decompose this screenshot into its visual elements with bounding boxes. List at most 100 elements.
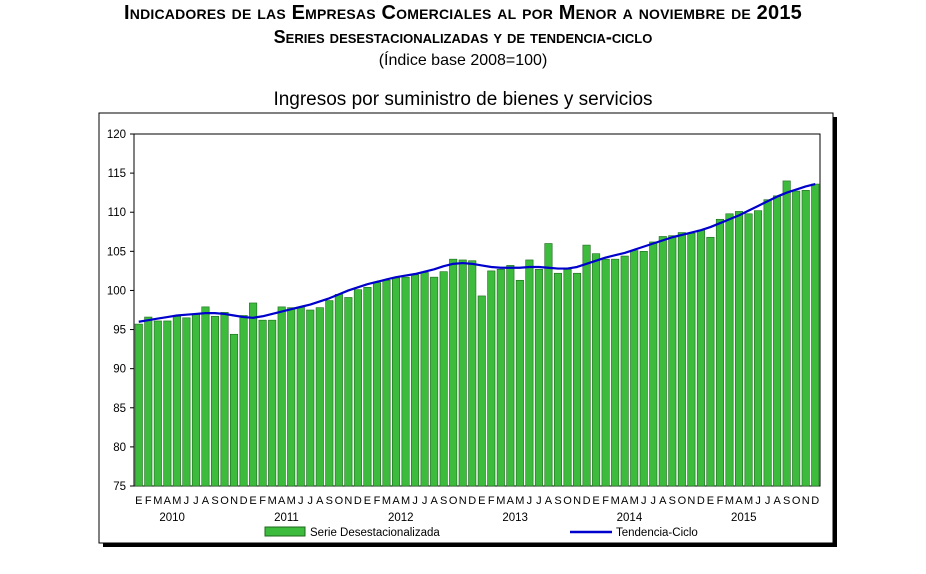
x-month-label: M xyxy=(515,495,524,507)
bar xyxy=(592,253,601,487)
y-axis: 75 80 85 90 95 100 105 110 115 120 xyxy=(107,129,134,493)
base-note: (Índice base 2008=100) xyxy=(378,52,548,69)
chart-title: Ingresos por suministro de bienes y serv… xyxy=(273,89,653,110)
x-month-label: E xyxy=(364,495,371,507)
bar xyxy=(715,218,724,487)
bar xyxy=(630,250,639,487)
bar xyxy=(582,244,591,487)
bar xyxy=(563,269,572,487)
bar xyxy=(458,259,467,487)
y-tick-label: 95 xyxy=(113,325,126,337)
x-month-label: J xyxy=(193,495,199,507)
x-month-label: N xyxy=(344,495,352,507)
bar xyxy=(468,260,477,487)
bar xyxy=(315,307,324,487)
x-month-label: M xyxy=(153,495,162,507)
x-month-label: A xyxy=(507,495,515,507)
x-month-label: F xyxy=(145,495,152,507)
x-month-label: D xyxy=(697,495,705,507)
plot-area xyxy=(133,133,821,487)
main-title: Indicadores de las Empresas Comerciales … xyxy=(124,2,802,24)
y-tick-label: 115 xyxy=(108,168,126,180)
x-month-label: A xyxy=(659,495,667,507)
x-month-label: F xyxy=(374,495,381,507)
x-month-label: O xyxy=(449,495,458,507)
bar xyxy=(353,289,362,487)
x-month-label: M xyxy=(744,495,753,507)
bar xyxy=(734,211,744,487)
x-month-label: A xyxy=(735,495,743,507)
x-month-label: F xyxy=(488,495,495,507)
bar xyxy=(477,295,486,487)
x-year-label: 2014 xyxy=(617,512,643,524)
bar xyxy=(763,199,772,487)
x-month-label: F xyxy=(717,495,724,507)
bar xyxy=(401,276,410,487)
bar xyxy=(268,319,277,487)
x-month-label: M xyxy=(725,495,734,507)
x-month-label: J xyxy=(651,495,657,507)
bar xyxy=(182,317,191,487)
legend-bar-swatch xyxy=(264,526,306,537)
x-month-label: J xyxy=(641,495,647,507)
bar xyxy=(382,279,391,487)
bar xyxy=(782,180,791,487)
x-month-label: M xyxy=(496,495,505,507)
x-month-label: F xyxy=(602,495,609,507)
bar xyxy=(687,233,696,487)
y-tick-label: 90 xyxy=(113,364,126,376)
bar xyxy=(344,297,353,487)
bar xyxy=(506,265,515,487)
bar xyxy=(553,272,563,487)
legend-bar-label: Serie Desestacionalizada xyxy=(310,527,440,539)
x-month-label: O xyxy=(563,495,572,507)
x-month-label: O xyxy=(678,495,687,507)
bar xyxy=(658,236,667,487)
x-month-label: J xyxy=(412,495,418,507)
bar xyxy=(191,313,200,487)
x-month-label: M xyxy=(382,495,391,507)
x-month-label: A xyxy=(773,495,781,507)
y-tick-label: 105 xyxy=(107,246,126,258)
x-month-label: S xyxy=(440,495,447,507)
bar xyxy=(230,333,239,487)
bar-series xyxy=(134,180,820,487)
x-month-label: A xyxy=(392,495,400,507)
bar xyxy=(677,232,686,487)
bar xyxy=(411,274,420,487)
x-month-label: J xyxy=(536,495,542,507)
x-month-label: A xyxy=(430,495,438,507)
bar xyxy=(296,306,305,487)
bar xyxy=(668,235,677,487)
bar xyxy=(773,195,782,487)
bar xyxy=(372,282,381,487)
bar xyxy=(487,270,496,487)
bar xyxy=(363,287,372,487)
x-month-label: S xyxy=(669,495,676,507)
x-month-label: D xyxy=(354,495,362,507)
x-year-label: 2011 xyxy=(274,512,299,524)
legend: Serie Desestacionalizada Tendencia-Ciclo xyxy=(264,526,698,539)
bar xyxy=(601,258,610,487)
bar xyxy=(696,229,705,487)
bar xyxy=(754,210,763,487)
bar xyxy=(544,243,553,487)
x-month-label: D xyxy=(811,495,819,507)
y-tick-label: 120 xyxy=(107,129,126,141)
x-month-label: A xyxy=(164,495,172,507)
x-month-label: N xyxy=(573,495,581,507)
x-month-label: S xyxy=(554,495,561,507)
x-month-label: M xyxy=(172,495,181,507)
x-month-label: S xyxy=(783,495,790,507)
bar xyxy=(420,272,429,487)
y-tick-label: 110 xyxy=(108,207,126,219)
bar xyxy=(725,213,734,487)
y-tick-label: 85 xyxy=(113,403,126,415)
bar xyxy=(277,306,286,487)
bar xyxy=(496,269,505,487)
x-month-label: D xyxy=(468,495,476,507)
bar xyxy=(430,276,439,487)
y-tick-label: 80 xyxy=(113,442,126,454)
